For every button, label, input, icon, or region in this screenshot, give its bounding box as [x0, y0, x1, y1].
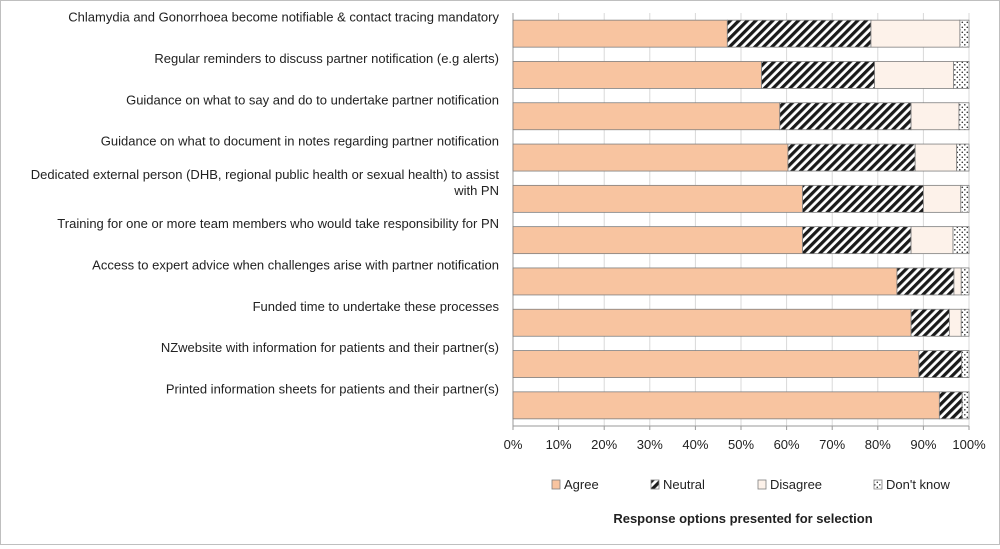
- bar-segment-neutral: [761, 61, 876, 89]
- legend-swatch: [757, 479, 767, 490]
- bar-segment-agree: [512, 143, 789, 172]
- bar-segment-neutral: [787, 143, 916, 172]
- bar-segment-disagree: [910, 102, 960, 131]
- bar-segment-don-t-know: [960, 267, 970, 296]
- legend-label: Disagree: [770, 477, 822, 492]
- bar-segment-don-t-know: [960, 184, 970, 213]
- bar-segment-don-t-know: [953, 61, 970, 89]
- bar-segment-disagree: [953, 267, 962, 296]
- category-label: Access to expert advice when challenges …: [92, 257, 499, 272]
- bar-segment-don-t-know: [961, 350, 970, 378]
- x-tick-label: 80%: [865, 437, 891, 452]
- bar-segment-disagree: [914, 143, 958, 172]
- bar-segment-neutral: [910, 308, 950, 337]
- bar-segment-disagree: [948, 308, 962, 337]
- x-tick-label: 20%: [591, 437, 617, 452]
- bar-segment-disagree: [874, 61, 954, 89]
- x-tick-label: 10%: [546, 437, 572, 452]
- legend-swatch: [551, 479, 561, 490]
- x-tick-label: 40%: [682, 437, 708, 452]
- bar-segment-neutral: [938, 391, 963, 420]
- bar-segment-neutral: [779, 102, 912, 131]
- bar-segment-don-t-know: [958, 102, 970, 131]
- bar-segment-don-t-know: [956, 143, 970, 172]
- bar-segment-don-t-know: [952, 226, 970, 255]
- x-tick-label: 90%: [910, 437, 936, 452]
- x-tick-label: 60%: [774, 437, 800, 452]
- x-tick-label: 0%: [504, 437, 523, 452]
- category-label: Guidance on what to document in notes re…: [101, 134, 499, 149]
- bar-segment-don-t-know: [959, 19, 970, 48]
- bar-segment-agree: [512, 61, 762, 89]
- bar-segment-agree: [512, 102, 781, 131]
- x-tick-label: 70%: [819, 437, 845, 452]
- category-label: with PN: [453, 183, 499, 198]
- legend-swatch: [650, 479, 660, 490]
- category-label: Training for one or more team members wh…: [57, 216, 499, 231]
- bar-segment-agree: [512, 308, 912, 337]
- bar-segment-neutral: [802, 226, 912, 255]
- bar-segment-neutral: [918, 350, 963, 378]
- x-axis-title: Response options presented for selection: [613, 511, 872, 526]
- legend-swatch: [873, 479, 883, 490]
- bar-segment-don-t-know: [960, 308, 970, 337]
- legend-label: Don't know: [886, 477, 951, 492]
- category-label: Funded time to undertake these processes: [253, 299, 500, 314]
- legend-label: Agree: [564, 477, 599, 492]
- category-label: Dedicated external person (DHB, regional…: [31, 167, 500, 182]
- category-label: NZwebsite with information for patients …: [161, 340, 499, 355]
- bar-segment-neutral: [726, 19, 872, 48]
- category-labels: Chlamydia and Gonorrhoea become notifiab…: [31, 10, 500, 397]
- bar-segment-disagree: [910, 226, 954, 255]
- category-label: Printed information sheets for patients …: [166, 381, 499, 396]
- bar-segment-don-t-know: [961, 391, 970, 420]
- category-label: Regular reminders to discuss partner not…: [154, 51, 499, 66]
- legend-label: Neutral: [663, 477, 705, 492]
- bar-segment-agree: [512, 391, 940, 420]
- category-label: Guidance on what to say and do to undert…: [126, 92, 499, 107]
- bar-segment-neutral: [896, 267, 955, 296]
- x-tick-label: 50%: [728, 437, 754, 452]
- bar-segment-neutral: [802, 184, 924, 213]
- x-tick-label: 30%: [637, 437, 663, 452]
- bar-segment-agree: [512, 350, 920, 378]
- category-label: Chlamydia and Gonorrhoea become notifiab…: [68, 10, 499, 25]
- bar-segment-agree: [512, 19, 728, 48]
- bars: [512, 19, 970, 420]
- bar-segment-disagree: [870, 19, 961, 48]
- bar-segment-disagree: [923, 184, 962, 213]
- bar-segment-agree: [512, 184, 803, 213]
- bar-segment-agree: [512, 226, 803, 255]
- legend: Agree Neutral Disagree Don't know: [551, 477, 951, 492]
- x-axis: 0% 10% 20% 30% 40% 50% 60% 70% 80% 90% 100%: [504, 425, 986, 452]
- bar-segment-agree: [512, 267, 898, 296]
- x-tick-label: 100%: [952, 437, 986, 452]
